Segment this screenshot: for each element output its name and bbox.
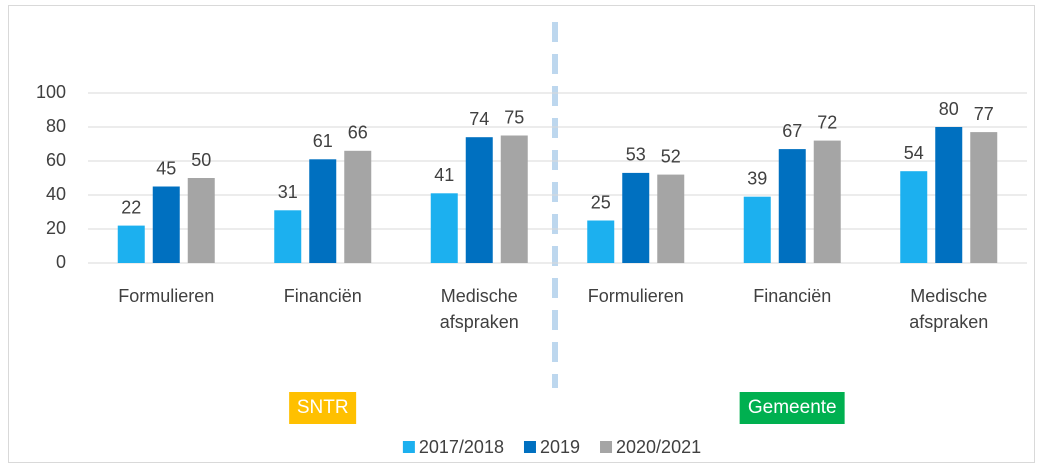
bar xyxy=(500,135,528,263)
data-label: 45 xyxy=(156,158,176,178)
data-label: 80 xyxy=(939,99,959,119)
bar xyxy=(344,150,372,263)
bar xyxy=(970,132,998,263)
bar xyxy=(274,210,302,263)
data-label: 22 xyxy=(121,197,141,217)
data-label: 54 xyxy=(904,143,924,163)
bar xyxy=(587,220,615,263)
y-tick-label: 20 xyxy=(46,218,66,238)
legend-label: 2019 xyxy=(540,437,580,457)
data-label: 52 xyxy=(661,146,681,166)
annotation: Gemeente xyxy=(739,392,845,424)
x-tick-label: Formulieren xyxy=(587,286,684,306)
x-tick-label: Financiën xyxy=(283,286,362,306)
bar xyxy=(743,196,771,263)
data-label: 66 xyxy=(348,123,368,143)
y-tick-label: 80 xyxy=(46,116,66,136)
data-label: 61 xyxy=(313,131,333,151)
data-label: 50 xyxy=(191,150,211,170)
data-label: 72 xyxy=(817,112,837,132)
y-tick-label: 100 xyxy=(36,82,66,102)
legend-swatch xyxy=(600,441,613,453)
data-label: 67 xyxy=(782,121,802,141)
legend-swatch xyxy=(523,441,536,453)
bar xyxy=(657,174,685,263)
annotation: SNTR xyxy=(288,392,357,424)
bar xyxy=(465,137,493,263)
bar xyxy=(622,172,650,263)
x-tick-label: Medische afspraken xyxy=(439,286,519,332)
data-label: 25 xyxy=(591,192,611,212)
data-label: 53 xyxy=(626,145,646,165)
bar xyxy=(152,186,180,263)
bar xyxy=(813,140,841,263)
x-tick-label: Formulieren xyxy=(118,286,215,306)
legend-swatch xyxy=(402,441,415,453)
bar xyxy=(117,225,145,263)
data-label: 39 xyxy=(747,168,767,188)
data-label: 75 xyxy=(504,107,524,127)
x-tick-label: Financiën xyxy=(753,286,832,306)
data-label: 77 xyxy=(974,104,994,124)
bar xyxy=(935,127,963,263)
bar xyxy=(187,178,215,263)
chart-border xyxy=(8,5,1035,463)
legend-label: 2020/2021 xyxy=(616,437,701,457)
y-tick-label: 60 xyxy=(46,150,66,170)
data-label: 74 xyxy=(469,109,489,129)
data-label: 41 xyxy=(434,165,454,185)
bar xyxy=(900,171,928,263)
bar xyxy=(309,159,337,263)
legend-label: 2017/2018 xyxy=(419,437,504,457)
data-label: 31 xyxy=(278,182,298,202)
bar xyxy=(430,193,458,263)
x-tick-label: Medische afspraken xyxy=(909,286,989,332)
y-tick-label: 0 xyxy=(56,252,66,272)
bar xyxy=(778,149,806,263)
y-tick-label: 40 xyxy=(46,184,66,204)
